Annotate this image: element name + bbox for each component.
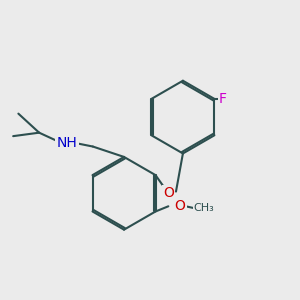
Text: NH: NH (56, 136, 77, 150)
Text: F: F (219, 92, 227, 106)
Text: CH₃: CH₃ (194, 203, 214, 213)
Text: O: O (174, 199, 185, 213)
Text: O: O (163, 186, 174, 200)
